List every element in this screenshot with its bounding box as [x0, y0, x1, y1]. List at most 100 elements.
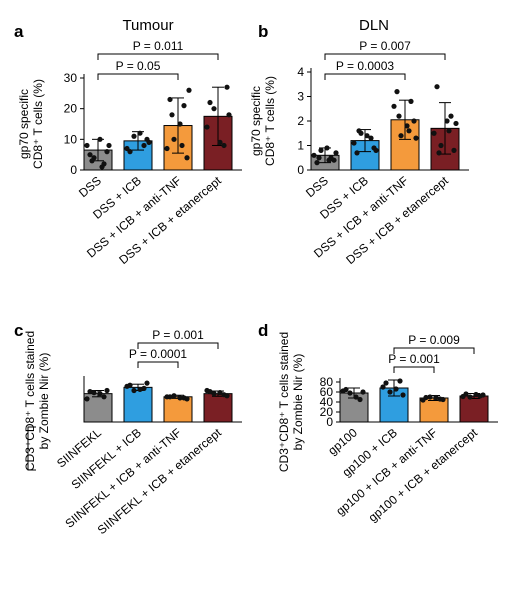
- panel-label-b: b: [258, 22, 268, 41]
- y-tick-label: 60: [320, 385, 334, 399]
- significance-bracket: [97, 73, 179, 80]
- data-point: [91, 390, 97, 396]
- data-point: [217, 139, 223, 145]
- data-point: [87, 388, 93, 395]
- data-point: [204, 387, 210, 394]
- data-point: [97, 391, 103, 397]
- data-point: [446, 128, 452, 134]
- data-point: [451, 147, 457, 153]
- data-point: [184, 155, 190, 161]
- data-point: [387, 389, 393, 395]
- y-tick-label: 3: [297, 90, 304, 104]
- data-point: [217, 390, 223, 396]
- data-point: [357, 396, 363, 403]
- data-point: [314, 160, 320, 166]
- significance-label: P = 0.001: [388, 352, 440, 366]
- data-point: [87, 152, 93, 158]
- data-point: [318, 147, 324, 153]
- data-point: [324, 145, 330, 151]
- data-point: [104, 387, 110, 394]
- significance-label: P = 0.009: [408, 333, 460, 347]
- data-point: [146, 139, 152, 145]
- data-point: [380, 384, 386, 390]
- data-point: [137, 386, 143, 393]
- data-point: [171, 393, 177, 399]
- data-point: [169, 112, 175, 118]
- data-point: [394, 89, 400, 95]
- data-point: [383, 380, 389, 386]
- data-point: [184, 396, 190, 402]
- data-point: [99, 164, 105, 170]
- data-point: [347, 390, 353, 396]
- data-point: [316, 155, 322, 161]
- y-tick-label: 20: [320, 405, 334, 419]
- data-point: [393, 386, 399, 392]
- significance-label: P = 0.007: [359, 39, 411, 53]
- panel-a-title: Tumour: [122, 17, 173, 34]
- data-point: [453, 120, 459, 127]
- bar: [123, 386, 153, 423]
- data-point: [224, 84, 230, 90]
- data-point: [460, 393, 466, 400]
- data-point: [360, 389, 366, 395]
- data-point: [400, 392, 406, 398]
- significance-bracket: [324, 73, 406, 80]
- panel-label-d: d: [258, 321, 268, 340]
- data-point: [391, 103, 397, 109]
- significance-bracket: [137, 342, 219, 349]
- data-point: [97, 136, 103, 142]
- y-tick-label: 40: [320, 395, 334, 409]
- data-point: [177, 395, 183, 401]
- significance-label: P = 0.0003: [336, 59, 394, 73]
- category-label: DSS: [76, 174, 104, 201]
- data-point: [396, 113, 402, 119]
- category-label: gp100: [325, 425, 360, 457]
- y-tick-label: 1: [297, 139, 304, 153]
- data-point: [106, 142, 112, 149]
- data-point: [480, 392, 486, 398]
- y-tick-label: 4: [297, 65, 304, 79]
- data-point: [131, 133, 137, 139]
- data-point: [440, 396, 446, 403]
- data-point: [356, 128, 362, 134]
- data-point: [373, 147, 379, 153]
- y-axis-label: CD8⁺ T cells (%): [263, 76, 277, 166]
- significance-bracket: [324, 53, 446, 60]
- data-point: [364, 133, 370, 139]
- data-point: [177, 121, 183, 127]
- y-tick-label: 0: [70, 163, 77, 177]
- data-point: [433, 394, 439, 401]
- data-point: [171, 136, 177, 142]
- y-axis-label: by Zombie Nir (%): [37, 353, 51, 450]
- side-bracket: [27, 426, 36, 471]
- bar: [459, 395, 489, 423]
- data-point: [331, 157, 337, 163]
- data-point: [413, 135, 419, 141]
- y-axis-label: gp70 specific: [17, 89, 31, 159]
- data-point: [141, 142, 147, 149]
- data-point: [84, 396, 90, 402]
- data-point: [436, 150, 442, 156]
- data-point: [351, 140, 357, 146]
- panel-label-c: c: [14, 321, 23, 340]
- y-tick-label: 0: [326, 415, 333, 429]
- data-point: [137, 130, 143, 136]
- y-axis-label: gp70 specific: [249, 86, 263, 156]
- data-point: [444, 118, 450, 124]
- significance-label: P = 0.0001: [129, 347, 187, 361]
- data-point: [144, 380, 150, 386]
- data-point: [104, 149, 110, 155]
- data-point: [211, 391, 217, 397]
- data-point: [226, 112, 232, 118]
- category-label: DSS: [303, 174, 331, 201]
- data-point: [124, 145, 130, 152]
- data-point: [311, 152, 317, 158]
- significance-label: P = 0.05: [116, 59, 161, 73]
- data-point: [224, 393, 230, 399]
- y-tick-label: 2: [297, 114, 304, 128]
- data-point: [84, 142, 90, 149]
- significance-label: P = 0.011: [133, 39, 184, 53]
